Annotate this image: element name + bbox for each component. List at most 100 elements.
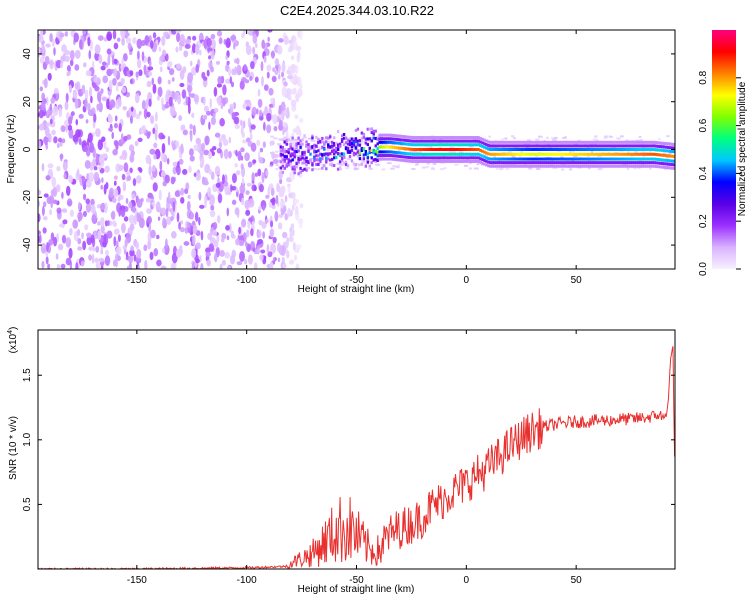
spectrogram-cell [239,250,245,262]
spectrogram-cell [348,139,352,143]
spectrogram-cell [504,144,508,148]
spectrogram-cell [562,148,565,151]
spectrogram-cell [240,147,245,153]
spectrogram-cell [388,140,391,144]
spectrogram-cell [382,145,385,149]
spectrogram-cell [98,154,105,165]
spectrogram-cell [129,115,133,124]
spectrogram-cell [67,124,73,131]
spectrogram-cell [645,140,648,144]
spectrogram-cell [147,66,154,71]
spectrogram-cell [82,240,87,251]
spectrogram-cell [625,157,628,161]
spectrogram-cell [617,152,621,156]
spectrogram-cell [301,142,304,146]
spectrogram-cell [617,164,621,168]
spectrogram-cell [241,139,248,144]
spectrogram-cell [267,251,273,258]
spectrogram-cell [489,148,492,151]
spectrogram-cell [297,136,300,140]
spectrogram-cell [532,161,536,165]
spectrogram-cell [418,148,421,151]
spectrogram-cell [586,157,589,161]
spectrogram-cell [551,160,554,163]
spectrogram-cell [366,156,370,160]
spectrogram-cell [254,172,258,177]
spectrogram-cell [445,139,449,143]
spectrogram-cell [603,144,607,148]
spectrogram-cell [522,140,526,144]
spectrogram-cell [595,161,599,165]
spectrogram-cell [350,145,354,149]
spectrogram-cell [159,55,165,63]
spectrogram-cell [152,32,157,39]
spectrogram-cell [426,162,430,165]
spectrogram-cell [272,236,277,244]
spectrogram-cell [315,144,318,148]
spectrogram-cell [186,221,191,229]
spectrogram-cell [419,143,423,147]
y-tick-label: 1.0 [22,432,33,446]
spectrogram-cell [601,157,605,161]
spectrogram-cell [195,258,200,264]
spectrogram-cell [122,181,127,192]
spectrogram-cell [257,98,263,108]
spectrogram-cell [128,201,133,209]
spectrogram-cell [453,143,456,147]
spectrogram-cell [532,148,536,151]
spectrogram-cell [100,88,104,94]
spectrogram-cell [566,157,569,161]
spectrogram-cell [388,157,391,161]
spectrogram-cell [487,160,490,164]
spectrogram-cell [281,231,288,239]
spectrogram-cell [214,165,221,176]
spectrogram-cell [493,157,496,161]
spectrogram-cell [65,92,69,103]
spectrogram-cell [410,156,413,160]
spectrogram-cell [188,165,192,173]
spectrogram-cell [179,82,185,88]
spectrogram-cell [201,142,205,152]
spectrogram-cell [649,157,652,161]
spectrogram-cell [65,237,72,248]
spectrogram-cell [52,105,59,117]
spectrogram-cell [49,59,54,70]
spectrogram-cell [451,152,455,156]
spectrogram-cell [532,152,536,156]
spectrogram-cell [376,154,379,158]
spectrogram-cell [591,150,594,153]
spectrogram-cell [296,140,299,143]
spectrogram-cell [439,143,443,147]
spectrogram-cell [536,164,540,168]
spectrogram-cell [354,137,358,141]
spectrogram-cell [283,122,288,128]
spectrogram-cell [465,143,468,147]
spectrogram-cell [473,159,476,163]
spectrogram-cell [382,133,385,137]
spectrogram-cell [272,113,278,125]
spectrogram-cell [613,140,617,144]
spectrogram-cell [242,120,246,129]
spectrogram-cell [257,168,262,177]
spectrogram-cell [366,158,370,162]
spectrogram-cell [453,139,456,143]
spectrogram-cell [275,150,279,153]
spectrogram-cell [245,190,250,196]
spectrogram-cell [530,164,534,168]
spectrogram-cell [195,63,200,73]
spectrogram-cell [146,111,151,118]
spectrogram-cell [445,143,449,147]
spectrogram-cell [404,135,407,139]
spectrogram-cell [141,99,146,110]
spectrogram-cell [607,144,611,148]
spectrogram-cell [412,159,415,163]
spectrogram-cell [629,144,632,148]
spectrogram-cell [659,153,662,157]
spectrogram-cell [252,247,256,252]
spectrogram-cell [524,161,528,165]
spectrogram-cell [441,148,445,151]
spectrogram-cell [540,140,543,144]
spectrogram-cell [416,159,419,163]
spectrogram-cell [485,146,488,150]
spectrogram-cell [338,154,342,158]
